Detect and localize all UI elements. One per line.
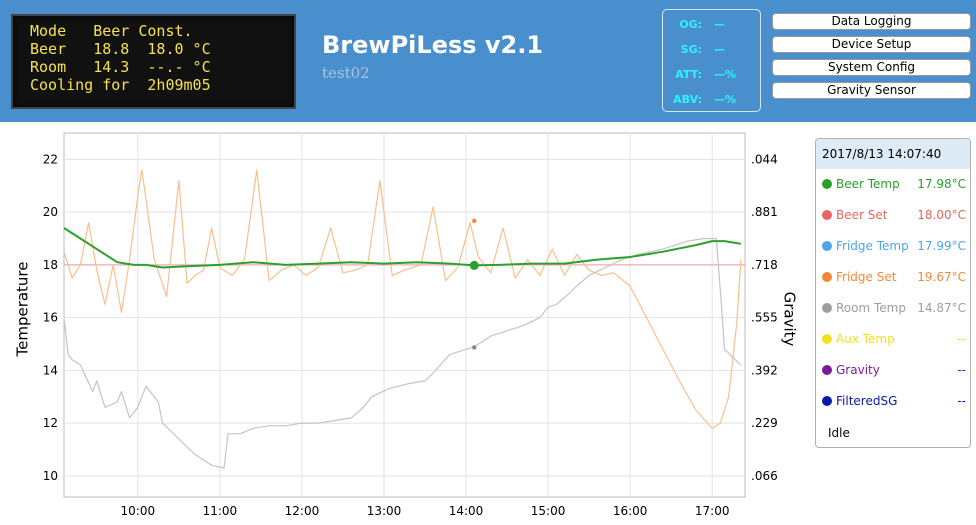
y2-tick-label: .718	[751, 258, 778, 272]
legend-dot-icon	[822, 210, 832, 220]
lcd-line-status: Cooling for 2h09m05	[30, 76, 211, 94]
gravity-info-box: OG: — SG: — ATT: —% ABV: —%	[662, 9, 761, 112]
x-tick-label: 10:00	[121, 504, 156, 518]
controller-status: Idle	[828, 426, 850, 440]
chart-grid	[63, 132, 746, 498]
legend-dot-icon	[822, 396, 832, 406]
sg-label: SG:	[680, 43, 702, 56]
legend-item[interactable]: FilteredSG --	[816, 392, 970, 412]
gravity-sensor-button[interactable]: Gravity Sensor	[772, 82, 971, 99]
lcd-line-beer: Beer 18.8 18.0 °C	[30, 40, 211, 58]
legend-dot-icon	[822, 334, 832, 344]
y-tick-label: 20	[43, 205, 58, 219]
legend-item-value: --	[957, 332, 966, 346]
legend-item[interactable]: Beer Temp 17.98°C	[816, 175, 970, 195]
hover-marker	[472, 345, 477, 350]
series-line-room-temp	[63, 237, 742, 469]
abv-value: —%	[714, 93, 737, 106]
lcd-line-mode: Mode Beer Const.	[30, 22, 193, 40]
chart-legend: 2017/8/13 14:07:40 Beer Temp 17.98°C Beer …	[815, 138, 971, 448]
legend-dot-icon	[822, 179, 832, 189]
legend-item-value: 19.67°C	[917, 270, 966, 284]
legend-item-name: Fridge Set	[836, 270, 897, 284]
series-line-beer-temp	[63, 227, 742, 269]
y-tick-label: 12	[43, 416, 58, 430]
att-label: ATT:	[675, 68, 702, 81]
legend-item[interactable]: Room Temp 14.87°C	[816, 299, 970, 319]
legend-item[interactable]: Aux Temp --	[816, 330, 970, 350]
legend-dot-icon	[822, 272, 832, 282]
legend-item[interactable]: Beer Set 18.00°C	[816, 206, 970, 226]
hover-marker	[469, 260, 479, 270]
series-line-fridge-set	[63, 169, 742, 429]
legend-item-name: Beer Temp	[836, 177, 900, 191]
legend-timestamp: 2017/8/13 14:07:40	[816, 139, 970, 169]
og-label: OG:	[679, 18, 702, 31]
legend-item-name: FilteredSG	[836, 394, 898, 408]
legend-item-value: --	[957, 394, 966, 408]
x-tick-label: 14:00	[449, 504, 484, 518]
legend-item-name: Aux Temp	[836, 332, 895, 346]
abv-label: ABV:	[673, 93, 702, 106]
device-name: test02	[322, 64, 370, 82]
legend-item-value: 14.87°C	[917, 301, 966, 315]
legend-dot-icon	[822, 303, 832, 313]
y-tick-label: 22	[43, 152, 58, 166]
y-tick-label: 18	[43, 258, 58, 272]
sg-value: —	[714, 43, 725, 56]
legend-item-name: Gravity	[836, 363, 880, 377]
app-title: BrewPiLess v2.1	[322, 31, 544, 59]
legend-item[interactable]: Fridge Temp 17.99°C	[816, 237, 970, 257]
abv-row: ABV: —%	[663, 93, 762, 111]
legend-item-name: Room Temp	[836, 301, 906, 315]
x-tick-label: 12:00	[285, 504, 320, 518]
x-tick-label: 15:00	[531, 504, 566, 518]
legend-item-name: Fridge Temp	[836, 239, 909, 253]
legend-item[interactable]: Fridge Set 19.67°C	[816, 268, 970, 288]
y2-tick-label: .881	[751, 205, 778, 219]
y2-tick-label: .044	[751, 152, 778, 166]
y-tick-label: 14	[43, 363, 58, 377]
x-tick-label: 17:00	[695, 504, 730, 518]
x-tick-label: 16:00	[613, 504, 648, 518]
plot-frame	[63, 132, 746, 498]
y2-tick-label: .066	[751, 469, 778, 483]
legend-item-value: 18.00°C	[917, 208, 966, 222]
legend-item[interactable]: Gravity --	[816, 361, 970, 381]
og-row: OG: —	[663, 18, 762, 36]
legend-item-name: Beer Set	[836, 208, 888, 222]
y-tick-label: 10	[43, 469, 58, 483]
system-config-button[interactable]: System Config	[772, 59, 971, 76]
device-setup-button[interactable]: Device Setup	[772, 36, 971, 53]
y-tick-label: 16	[43, 311, 58, 325]
chart-axes: 22 .044 20 .881 18 .718 16 .555 14 .392 12 .229 10 .0…	[43, 152, 778, 518]
data-logging-button[interactable]: Data Logging	[772, 13, 971, 30]
hover-marker	[472, 218, 477, 224]
att-row: ATT: —%	[663, 68, 762, 86]
y2-tick-label: .229	[751, 416, 778, 430]
legend-item-value: --	[957, 363, 966, 377]
lcd-line-room: Room 14.3 --.- °C	[30, 58, 211, 76]
chart-markers	[469, 218, 479, 350]
y2-tick-label: .555	[751, 311, 778, 325]
sg-row: SG: —	[663, 43, 762, 61]
x-tick-label: 13:00	[367, 504, 402, 518]
att-value: —%	[714, 68, 737, 81]
x-tick-label: 11:00	[203, 504, 238, 518]
legend-dot-icon	[822, 365, 832, 375]
chart-series	[63, 169, 745, 469]
legend-dot-icon	[822, 241, 832, 251]
legend-item-value: 17.98°C	[917, 177, 966, 191]
y2-tick-label: .392	[751, 363, 778, 377]
lcd-display: Mode Beer Const. Beer 18.8 18.0 °C Room …	[11, 14, 296, 109]
legend-item-value: 17.99°C	[917, 239, 966, 253]
og-value: —	[714, 18, 725, 31]
header-bar: Mode Beer Const. Beer 18.8 18.0 °C Room …	[0, 0, 976, 122]
